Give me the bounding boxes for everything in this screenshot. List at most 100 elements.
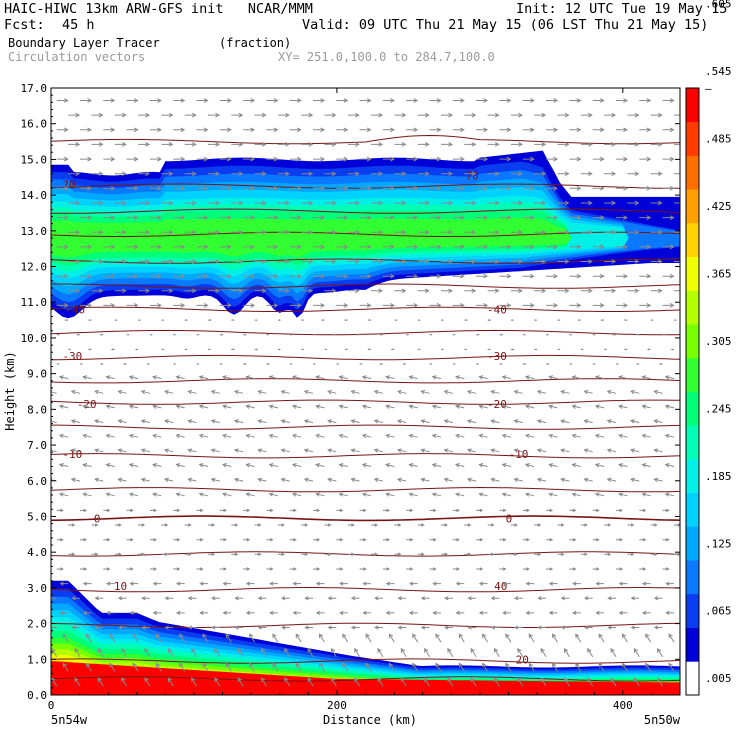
circulation-vector [80,244,93,250]
circulation-vector [91,171,104,177]
circulation-vector [522,508,530,513]
circulation-vector [424,677,430,687]
circulation-vector [330,677,337,687]
circulation-vector [196,537,204,542]
circulation-vector [524,404,535,409]
colorbar-label: .365 [705,267,732,280]
circulation-vector [307,677,314,687]
circulation-vector [359,98,372,103]
circulation-vector [501,463,512,468]
circulation-vector [382,156,395,162]
circulation-vector [592,508,600,513]
circulation-vector [499,363,503,365]
circulation-vector [114,288,127,294]
circulation-vector [546,508,554,513]
circulation-vector [268,404,279,409]
circulation-vector [173,98,186,103]
y-tick-label: 6.0 [27,475,47,488]
circulation-vector [327,389,337,395]
circulation-vector [592,537,600,542]
circulation-vector [132,633,139,643]
circulation-vector [524,375,535,380]
circulation-vector [583,389,593,395]
circulation-vector [184,112,197,118]
circulation-vector [152,581,162,586]
circulation-vector [74,677,81,687]
circulation-vector [51,448,57,453]
circulation-vector [71,596,80,601]
circulation-vector [592,185,605,191]
circulation-vector [470,677,477,687]
circulation-vector [82,492,92,497]
circulation-vector [277,171,290,177]
circulation-vector [616,567,624,571]
circulation-vector [441,229,454,235]
circulation-vector [336,567,344,571]
circulation-vector [580,171,593,177]
circulation-vector [639,273,652,279]
circulation-vector [175,433,185,439]
circulation-vector [569,508,577,513]
circulation-vector [196,508,204,513]
circulation-vector [152,610,162,615]
circulation-vector [336,185,349,191]
contour-label: -40 [65,303,85,316]
temperature-contour [51,658,680,664]
circulation-vector [103,508,111,513]
circulation-vector [668,633,675,643]
circulation-vector [487,112,500,118]
circulation-vector [417,288,430,294]
circulation-vector [114,229,127,235]
circulation-vector [408,375,418,380]
circulation-vector [490,448,500,453]
circulation-vector [266,215,279,220]
circulation-vector [616,244,629,250]
circulation-vector [68,171,81,177]
circulation-vector [361,492,372,497]
y-tick-label: 11.0 [21,296,48,309]
circulation-vector [447,647,454,658]
circulation-vector [441,142,454,147]
circulation-vector [417,171,430,177]
circulation-vector [284,647,291,658]
circulation-vector [385,492,395,497]
circulation-vector [367,348,372,351]
circulation-vector [580,200,593,206]
circulation-vector [85,662,92,672]
x-tick-label: 0 [48,699,55,712]
colorbar-label: .005 [705,672,732,685]
circulation-vector [128,463,139,468]
circulation-vector [592,156,605,162]
circulation-vector [616,303,629,308]
circulation-vector [664,404,675,409]
circulation-vector [513,596,523,601]
circulation-vector [231,348,235,351]
circulation-vector [569,273,582,279]
circulation-vector [569,244,582,250]
circulation-vector [641,375,651,380]
circulation-vector [607,596,616,601]
circulation-vector [435,633,442,643]
circulation-vector [612,333,616,336]
circulation-vector [56,215,69,220]
circulation-vector [179,633,186,643]
circulation-vector [406,508,414,513]
field-units: (fraction) [219,36,292,50]
circulation-vector [359,127,372,133]
circulation-vector [80,567,88,571]
circulation-vector [653,419,663,424]
colorbar-label: .605 [705,0,732,11]
circulation-vector [662,156,675,162]
circulation-vector [466,389,477,395]
circulation-vector [198,404,209,409]
circulation-vector [621,662,628,672]
circulation-vector [548,433,558,439]
circulation-vector [443,419,453,424]
circulation-vector [467,596,477,601]
circulation-vector [397,596,407,601]
circulation-vector [420,625,430,630]
circulation-vector [627,171,640,177]
circulation-vector [126,185,139,191]
circulation-vector [502,610,511,615]
circulation-vector [650,288,663,294]
